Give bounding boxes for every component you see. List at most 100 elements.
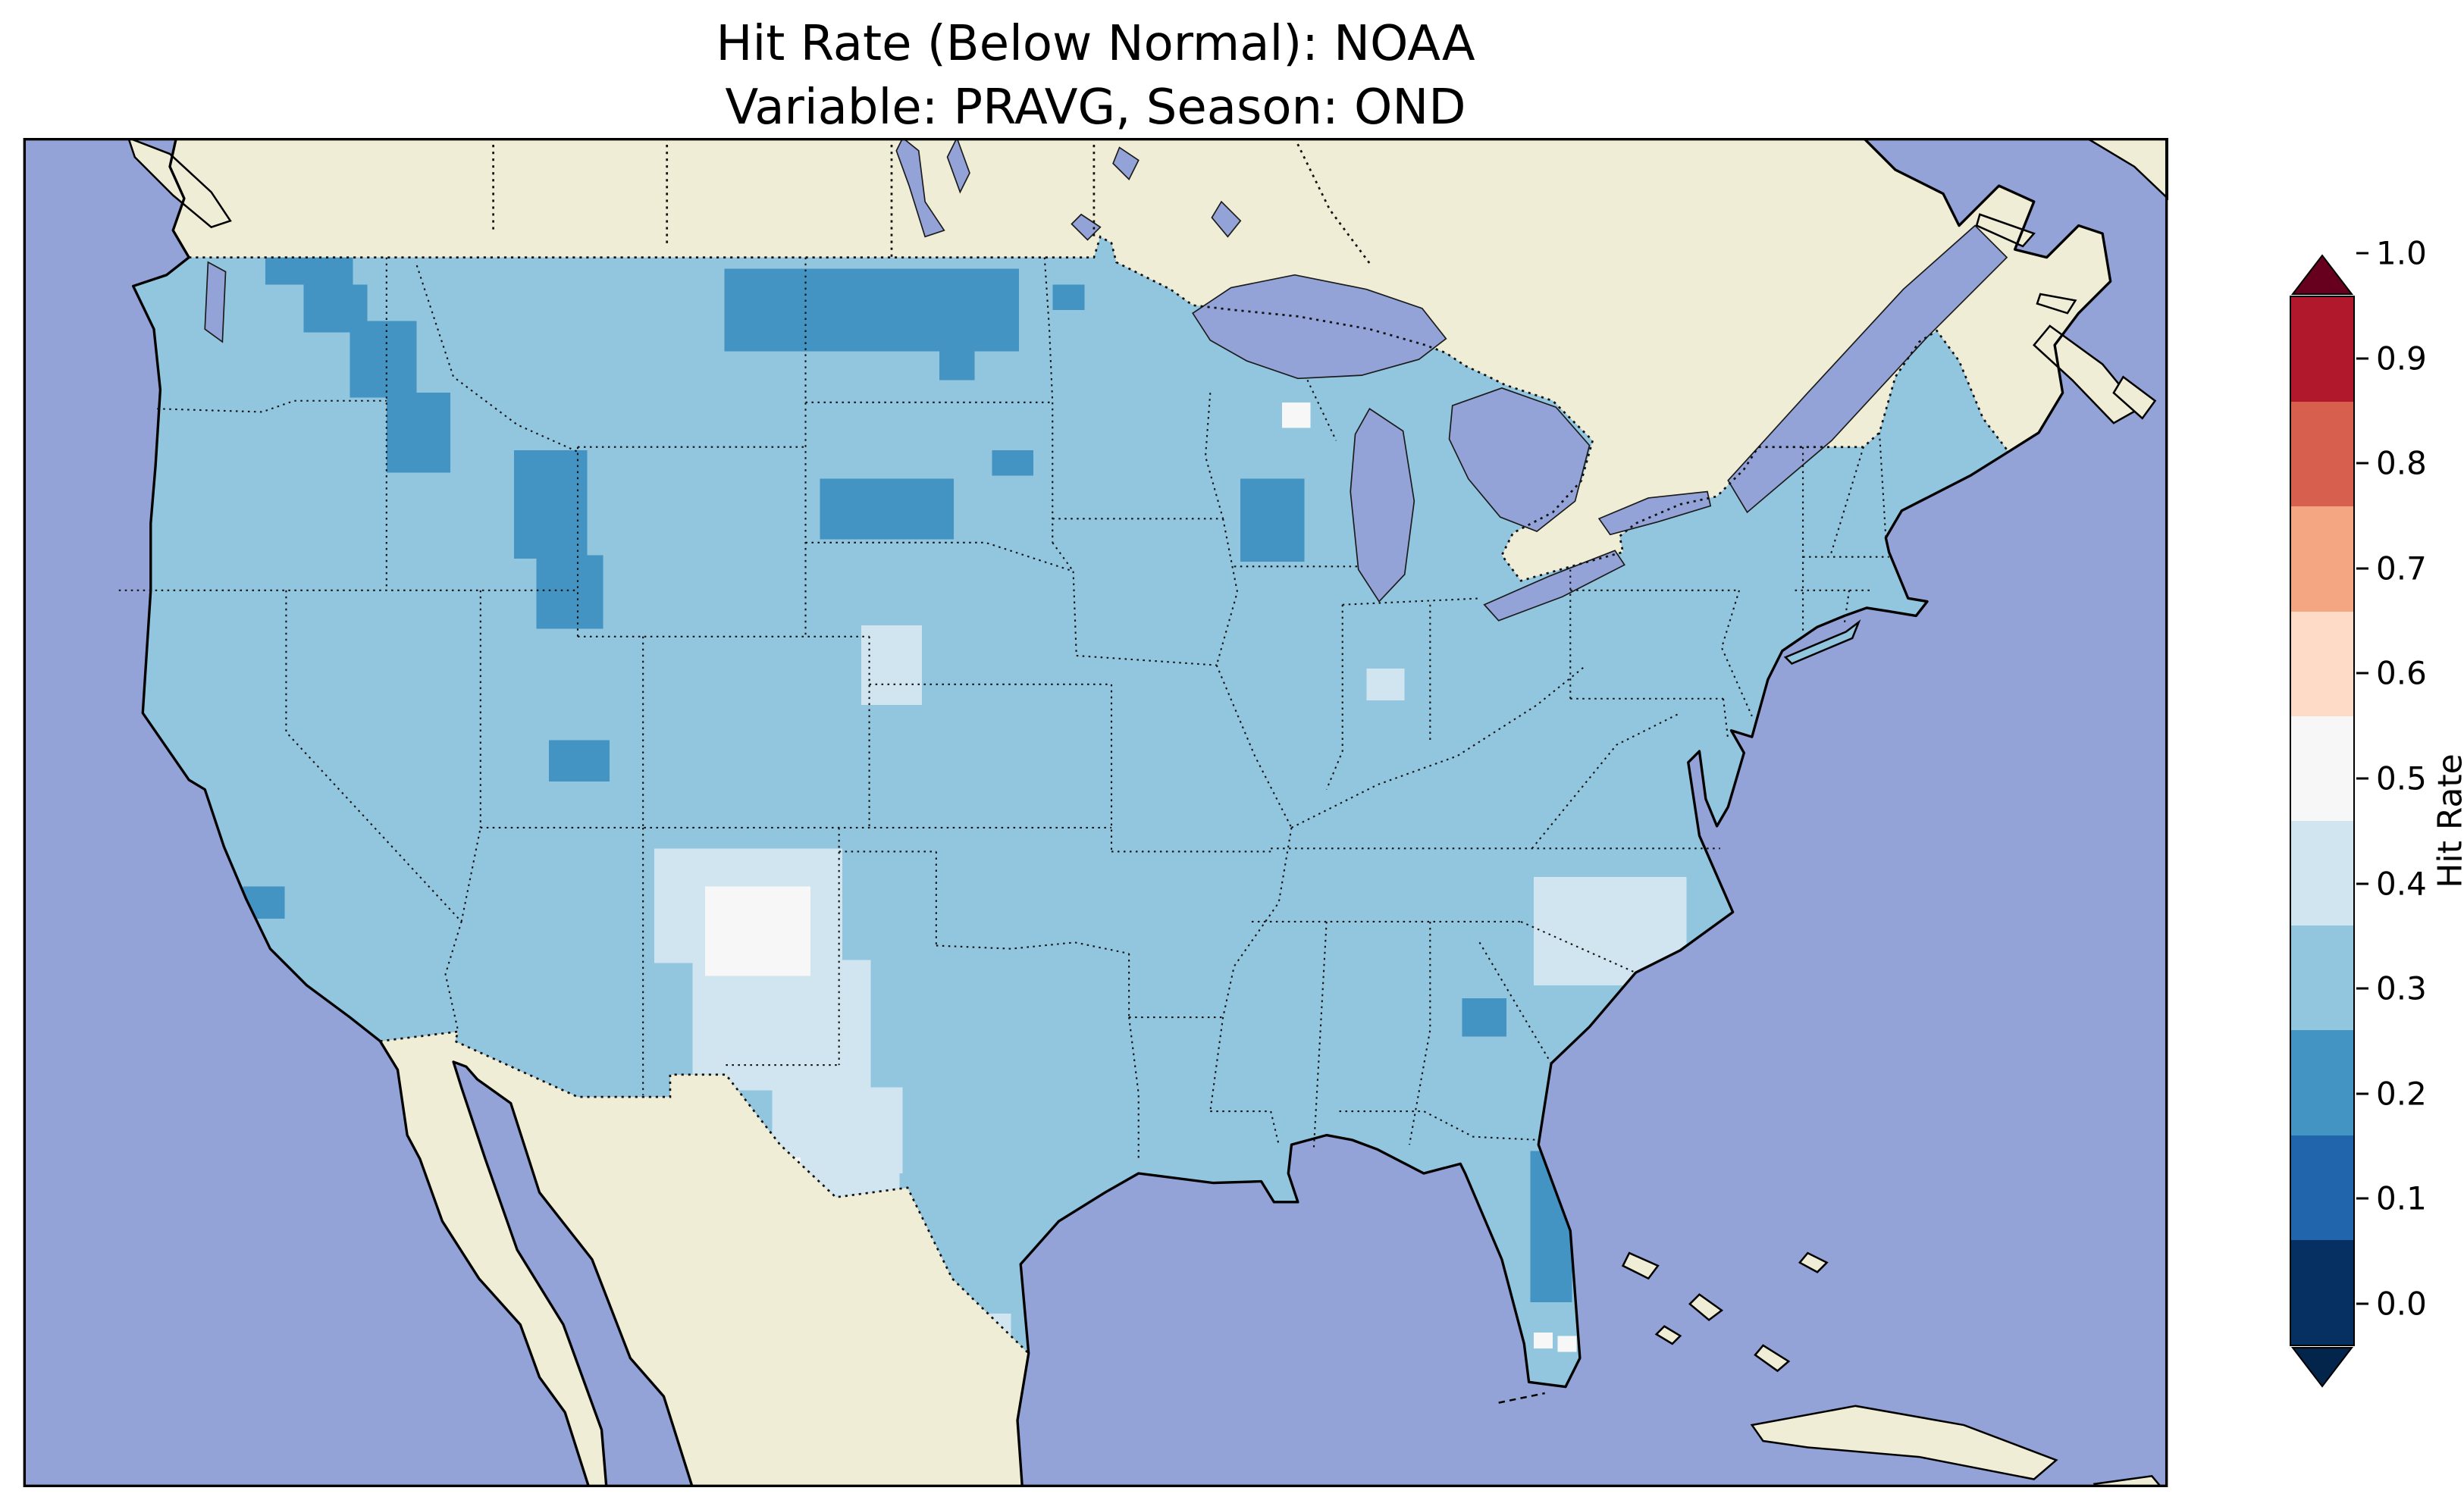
tick-label: 0.7 (2376, 550, 2427, 587)
tick-mark (2356, 672, 2368, 675)
lake-ontario (1597, 490, 1712, 536)
colorbar-tick-0.1: 0.1 (2356, 1180, 2427, 1217)
colorbar-tick-0.3: 0.3 (2356, 970, 2427, 1007)
hispaniola (2093, 1474, 2163, 1487)
colorbar-extend-under (2290, 1347, 2354, 1388)
hit-rate-patch (350, 321, 417, 398)
hit-rate-patch (1281, 402, 1311, 428)
tick-mark (2356, 1092, 2368, 1095)
colorbar-tick-0.4: 0.4 (2356, 865, 2427, 902)
colorbar-tick-0.2: 0.2 (2356, 1075, 2427, 1112)
colorbar-tick-0.6: 0.6 (2356, 655, 2427, 692)
tick-mark (2356, 1302, 2368, 1305)
islands-layer (127, 138, 2168, 1487)
hit-rate-patch (724, 268, 1020, 352)
tick-mark (2356, 1197, 2368, 1200)
country-borders-layer (189, 138, 2010, 1355)
colorbar-bin-0.4-0.5 (2291, 821, 2353, 926)
hit-rate-patch (1240, 478, 1305, 562)
cuba (1750, 1405, 2058, 1480)
tick-label: 0.6 (2376, 654, 2427, 692)
canadian-lake (1112, 146, 1140, 181)
lake-manitoba (946, 138, 970, 194)
atlantic-gulf-coastline (1016, 138, 2112, 1487)
tick-mark (2356, 987, 2368, 990)
coastline-layer (131, 138, 2112, 1487)
lake-huron (1448, 387, 1591, 533)
vancouver-island (127, 138, 232, 229)
tick-label: 0.0 (2376, 1285, 2427, 1323)
colorbar-tick-0.8: 0.8 (2356, 445, 2427, 482)
mexico-land (380, 1031, 1029, 1487)
us-canada-border (189, 235, 2010, 582)
hit-rate-patch (513, 449, 588, 559)
colorbar-tick-0.7: 0.7 (2356, 550, 2427, 587)
lake-winnipeg (895, 138, 945, 238)
colorbar-bin-0.3-0.4 (2291, 926, 2353, 1031)
tick-mark (2356, 462, 2368, 465)
hit-rate-patch (536, 555, 603, 629)
chart-title: Hit Rate (Below Normal): NOAA Variable: … (23, 12, 2168, 140)
colorbar-bin-0.5-0.6 (2291, 716, 2353, 822)
tick-label: 0.4 (2376, 865, 2427, 903)
tick-label: 0.3 (2376, 969, 2427, 1007)
hit-rate-patch (1366, 668, 1405, 700)
colorbar-bin-0.8-0.9 (2291, 402, 2353, 507)
colorbar-bin-0.7-0.8 (2291, 506, 2353, 612)
hit-rate-patch (939, 351, 975, 381)
colorbar-tick-0.9: 0.9 (2356, 340, 2427, 377)
tick-label: 0.9 (2376, 340, 2427, 377)
tick-mark (2356, 882, 2368, 885)
puget-sound (204, 261, 227, 343)
state-borders-layer (118, 257, 1889, 1160)
hit-rate-patch (386, 393, 450, 473)
bahamas-islands (1621, 1251, 1829, 1373)
tick-label: 1.0 (2376, 234, 2427, 272)
colorbar-bin-0.6-0.7 (2291, 611, 2353, 716)
st-lawrence-river (1727, 224, 2008, 514)
tick-mark (2356, 252, 2368, 255)
us-hit-rate-map (23, 138, 2168, 1487)
colorbar-bin-0.2-0.3 (2291, 1030, 2353, 1135)
hit-rate-patch (861, 625, 922, 706)
hit-rate-patch (705, 886, 810, 976)
lake-superior (1192, 274, 1447, 380)
map-panel (23, 138, 2168, 1487)
tick-label: 0.5 (2376, 760, 2427, 797)
hit-rate-patch (1557, 1336, 1577, 1352)
hit-rate-patch (992, 449, 1034, 476)
map-frame (23, 138, 2168, 1487)
hit-rate-patch (1052, 284, 1085, 310)
colorbar-segments (2290, 296, 2355, 1346)
colorbar-bin-0.1-0.2 (2291, 1135, 2353, 1240)
lake-nipigon (1211, 200, 1242, 238)
hit-rate-patch (692, 960, 871, 1091)
tick-mark (2356, 777, 2368, 780)
canada-land (170, 138, 2111, 581)
pacific-coastline (131, 138, 694, 1487)
lake-michigan (1350, 408, 1415, 603)
tick-mark (2356, 357, 2368, 360)
colorbar-bin-0.9-1.0 (2291, 297, 2353, 402)
tick-mark (2356, 567, 2368, 570)
hit-rate-patch (549, 740, 610, 782)
long-island (1783, 619, 1861, 665)
colorbar (2290, 253, 2355, 1389)
hit-rate-patch (1462, 998, 1507, 1037)
colorbar-extend-under-triangle (2290, 1347, 2354, 1388)
nova-scotia (2033, 324, 2141, 424)
chart-title-line1: Hit Rate (Below Normal): NOAA (716, 16, 1475, 72)
tick-label: 0.1 (2376, 1179, 2427, 1217)
colorbar-extend-over-triangle (2290, 254, 2354, 295)
colorbar-ticks: 1.0 0.9 0.8 0.7 0.6 0.5 0.4 0.3 0.2 0.1 0.0 (2356, 235, 2464, 1323)
tick-label: 0.8 (2376, 444, 2427, 482)
lake-erie (1483, 550, 1625, 622)
colorbar-tick-1.0: 1.0 (2356, 235, 2427, 272)
lakes-layer (204, 138, 2008, 622)
chart-title-line2: Variable: PRAVG, Season: OND (725, 80, 1466, 136)
colorbar-bin-0.0-0.1 (2291, 1239, 2353, 1345)
florida-keys (1498, 1392, 1545, 1404)
hit-rate-patches (243, 236, 1687, 1352)
tick-label: 0.2 (2376, 1075, 2427, 1113)
